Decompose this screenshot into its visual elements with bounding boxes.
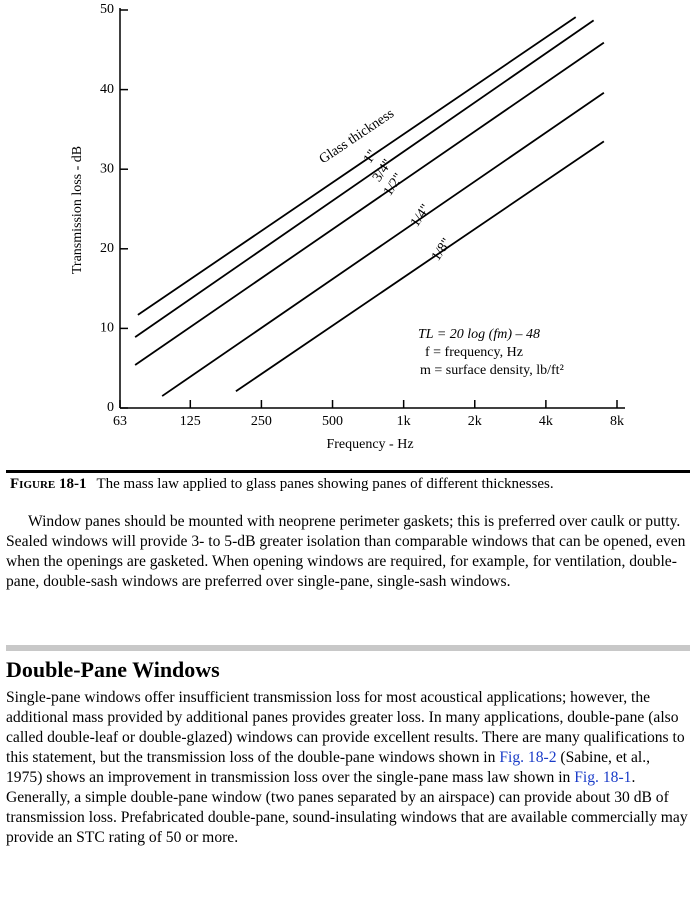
y-tick-label: 10 [100, 321, 114, 336]
x-tick-label: 250 [251, 414, 272, 429]
line-label: 1/8" [429, 236, 455, 264]
y-tick-label: 30 [100, 161, 114, 176]
text: (Sabine, et al., 1975) shows an improvem… [6, 749, 651, 786]
caption: Figure 18-1 The mass law applied to glass… [10, 476, 554, 493]
line [161, 92, 605, 397]
chart: Frequency - Hz Transmission loss - dB Gl… [70, 2, 625, 452]
x-tick-label: 4k [539, 414, 553, 429]
formula-note: m = surface density, lb/ft² [420, 363, 564, 378]
formula: TL = 20 log (fm) – 48 [418, 327, 540, 342]
line [235, 140, 605, 393]
formula-note: f = frequency, Hz [425, 345, 523, 360]
line [137, 16, 577, 316]
y-tick-label: 20 [100, 241, 114, 256]
figure-link[interactable]: Fig. 18-1 [574, 769, 632, 786]
y-tick-label: 40 [100, 82, 114, 97]
heading: Double-Pane Windows [6, 657, 220, 682]
caption-label: Figure 18-1 [10, 476, 87, 492]
x-tick-label: 8k [610, 414, 624, 429]
line [134, 41, 605, 366]
paragraph: Single-pane windows offer insufficient t… [6, 688, 690, 848]
paragraph: Window panes should be mounted with neop… [6, 513, 686, 590]
x-axis-label: Frequency - Hz [326, 437, 413, 452]
x-tick-label: 125 [180, 414, 201, 429]
x-tick-label: 63 [113, 414, 127, 429]
figure-link[interactable]: Fig. 18-2 [499, 749, 557, 766]
caption-text: The mass law applied to glass panes show… [96, 476, 554, 492]
x-tick-label: 1k [397, 414, 411, 429]
x-tick-label: 500 [322, 414, 343, 429]
text: Single-pane windows offer insufficient t… [6, 689, 685, 766]
y-tick-label: 0 [107, 400, 114, 415]
caption-rule [6, 470, 690, 473]
y-axis-label: Transmission loss - dB [70, 146, 85, 274]
x-tick-label: 2k [468, 414, 482, 429]
line [134, 19, 595, 338]
y-tick-label: 50 [100, 2, 114, 17]
text: . Generally, a simple double-pane window… [6, 769, 688, 846]
section-rule [6, 645, 690, 651]
